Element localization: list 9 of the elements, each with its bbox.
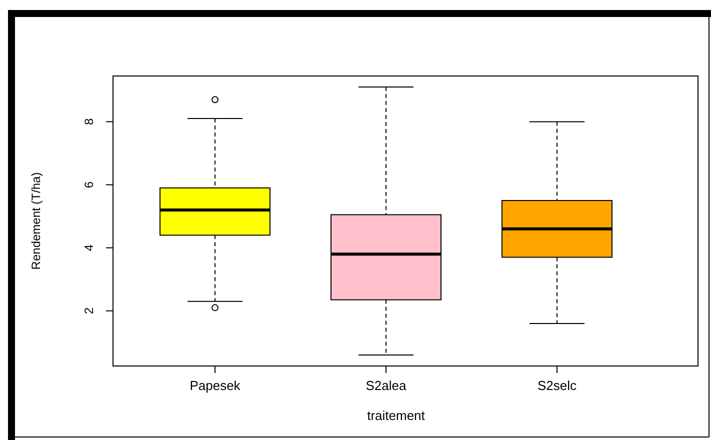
x-tick-label: S2selc xyxy=(537,378,578,393)
y-tick-label: 8 xyxy=(82,118,96,126)
y-axis-title: Rendement (T/ha) xyxy=(29,172,43,270)
x-tick-label: S2alea xyxy=(366,378,408,393)
x-tick-label: Papesek xyxy=(190,378,241,393)
y-tick-label: 6 xyxy=(82,181,96,188)
y-tick-label: 2 xyxy=(82,307,96,314)
x-axis-title: traitement xyxy=(367,408,426,423)
y-tick-label: 4 xyxy=(82,244,96,252)
